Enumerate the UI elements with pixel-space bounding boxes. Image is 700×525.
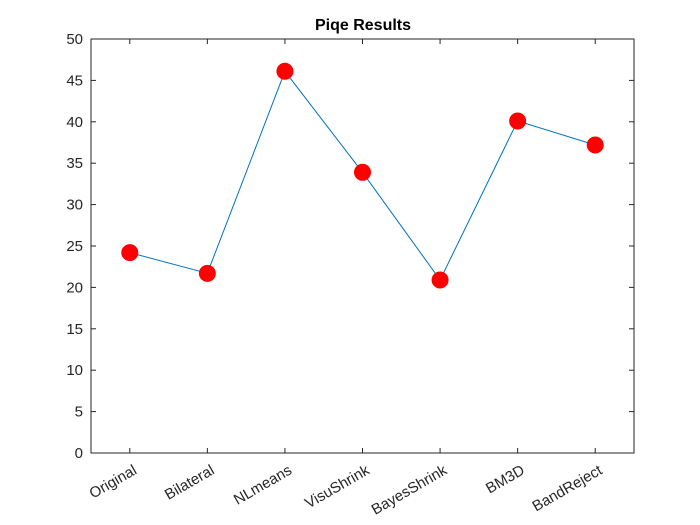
y-tick-label: 10	[66, 362, 83, 379]
data-point	[509, 112, 527, 130]
y-tick-label: 45	[66, 72, 83, 89]
data-point	[121, 244, 139, 262]
y-tick-label: 0	[75, 445, 83, 462]
y-tick-label: 5	[75, 404, 83, 421]
data-point	[276, 62, 294, 80]
y-axis: 0 5 10 15 20 25 30 35 40 45 50	[66, 31, 634, 462]
data-point	[354, 163, 371, 181]
y-tick-label: 30	[66, 197, 83, 214]
y-tick-label: 50	[66, 31, 83, 48]
chart-title: Piqe Results	[315, 17, 411, 34]
y-tick-label: 40	[66, 114, 83, 131]
y-tick-label: 15	[66, 321, 83, 338]
data-point	[198, 264, 216, 282]
y-tick-label: 20	[66, 279, 83, 296]
data-point	[586, 136, 604, 154]
y-tick-label: 25	[66, 238, 83, 255]
y-tick-label: 35	[66, 155, 83, 172]
data-point	[431, 271, 449, 289]
plot-area	[90, 38, 635, 454]
series-group	[121, 62, 604, 289]
